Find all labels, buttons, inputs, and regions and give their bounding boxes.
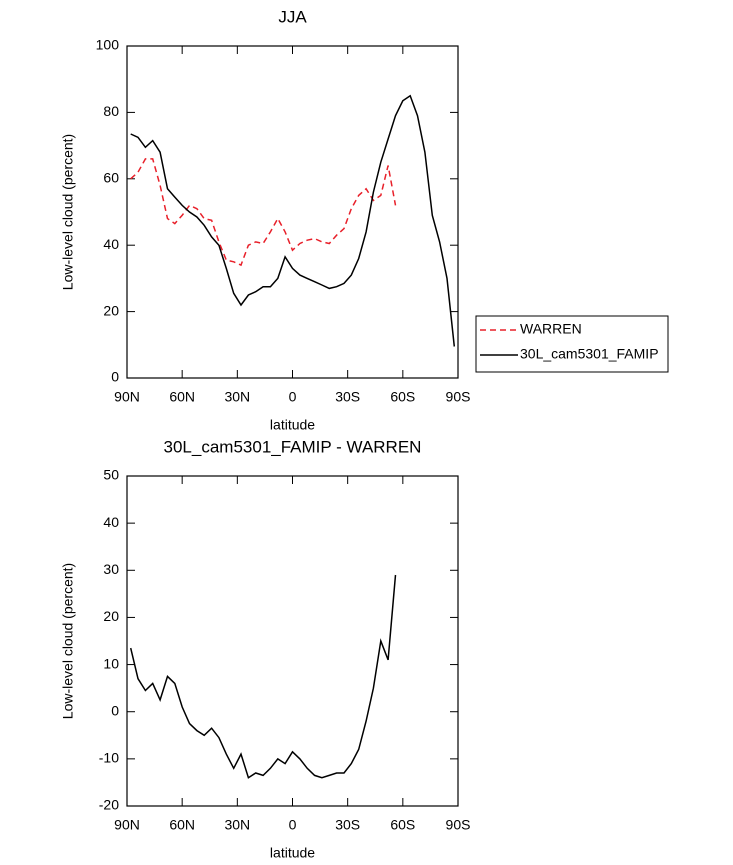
y-tick-label: 20 <box>103 608 119 624</box>
x-tick-label: 90N <box>114 817 140 833</box>
y-tick-label: 0 <box>111 702 119 718</box>
x-tick-label: 90N <box>114 389 140 405</box>
plot-frame <box>126 45 459 379</box>
legend-box <box>475 315 669 373</box>
y-tick-label: 0 <box>111 369 119 385</box>
y-tick-label: 20 <box>103 302 119 318</box>
x-tick-label: 60S <box>390 389 415 405</box>
x-tick-label: 60N <box>169 389 195 405</box>
x-tick-label: 30N <box>224 389 250 405</box>
x-tick-label: 30N <box>224 817 250 833</box>
x-tick-label: 0 <box>289 389 297 405</box>
x-tick-label: 90S <box>446 389 471 405</box>
legend-label: WARREN <box>520 321 582 337</box>
y-tick-label: 40 <box>103 514 119 530</box>
x-tick-label: 30S <box>335 389 360 405</box>
y-tick-label: -20 <box>99 797 119 813</box>
data-line <box>130 94 456 347</box>
y-tick-label: 10 <box>103 655 119 671</box>
data-line <box>129 574 397 779</box>
y-tick-label: 100 <box>96 37 120 53</box>
plot-frame <box>126 475 459 807</box>
x-tick-label: 0 <box>289 817 297 833</box>
x-tick-label: 60N <box>169 817 195 833</box>
y-tick-label: -10 <box>99 750 119 766</box>
x-axis-label: latitude <box>270 845 315 861</box>
chart-title: JJA <box>278 7 307 26</box>
chart-title: 30L_cam5301_FAMIP - WARREN <box>164 437 422 456</box>
y-tick-label: 40 <box>103 236 119 252</box>
y-axis-label: Low-level cloud (percent) <box>60 563 76 719</box>
x-tick-label: 60S <box>390 817 415 833</box>
data-line <box>130 158 397 267</box>
y-tick-label: 30 <box>103 561 119 577</box>
legend-label: 30L_cam5301_FAMIP <box>520 346 659 362</box>
x-tick-label: 90S <box>446 817 471 833</box>
x-axis-label: latitude <box>270 417 315 433</box>
y-axis-label: Low-level cloud (percent) <box>60 134 76 290</box>
y-tick-label: 50 <box>103 467 119 483</box>
x-tick-label: 30S <box>335 817 360 833</box>
y-tick-label: 80 <box>103 103 119 119</box>
y-tick-label: 60 <box>103 170 119 186</box>
